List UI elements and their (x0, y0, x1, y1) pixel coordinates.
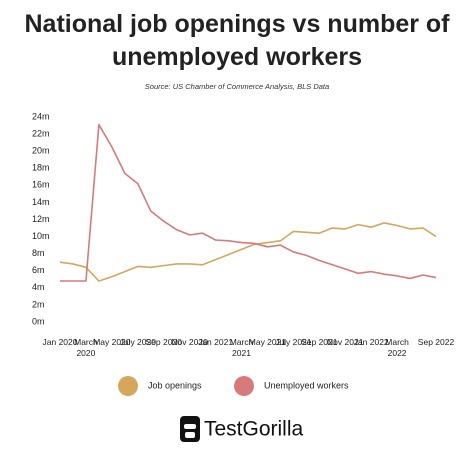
y-tick-label: 12m (32, 214, 50, 224)
x-tick-label: July 2020 (119, 337, 156, 347)
y-tick-label: 2m (32, 299, 45, 309)
x-tick-label: Jan 2020 (42, 337, 78, 347)
x-tick-label: July 2021 (275, 337, 312, 347)
x-tick-label: Sep 2020 (145, 337, 182, 347)
x-tick-label: Sep 2021 (301, 337, 338, 347)
legend-marker (118, 376, 138, 396)
x-tick-label: Nov 2020 (171, 337, 208, 347)
y-tick-label: 10m (32, 231, 50, 241)
logo-text: TestGorilla (204, 418, 304, 441)
line-series (59, 222, 437, 282)
x-tick-label: March 2020 (74, 337, 98, 358)
legend-label: Unemployed workers (264, 380, 349, 390)
x-tick-label: Jan 2021 (198, 337, 234, 347)
x-tick-label: March 2022 (385, 337, 409, 358)
y-tick-label: 6m (32, 265, 45, 275)
x-tick-label: March 2021 (229, 337, 254, 358)
x-tick-label: Sep 2022 (417, 337, 455, 347)
y-tick-label: 18m (32, 163, 50, 173)
logo-icon (180, 416, 200, 442)
y-tick-label: 0m (32, 316, 45, 326)
y-tick-label: 16m (32, 180, 50, 190)
y-tick-label: 8m (32, 248, 45, 258)
legend-marker (234, 376, 254, 396)
x-tick-label: May 2020 (93, 337, 131, 347)
chart-subtitle: Source: US Chamber of Commerce Analysis,… (144, 82, 330, 91)
y-tick-label: 22m (32, 128, 50, 138)
y-tick-label: 20m (32, 146, 50, 156)
y-tick-label: 4m (32, 282, 45, 292)
line-series (60, 123, 437, 282)
legend-label: Job openings (148, 380, 202, 390)
x-tick-label: Nov 2021 (327, 337, 364, 347)
chart-title: National job openings vs number of unemp… (24, 10, 450, 71)
x-tick-label: Jan 2022 (353, 337, 389, 347)
y-tick-label: 24m (32, 111, 50, 121)
y-tick-label: 14m (32, 197, 50, 207)
x-tick-label: May 2021 (248, 337, 287, 347)
